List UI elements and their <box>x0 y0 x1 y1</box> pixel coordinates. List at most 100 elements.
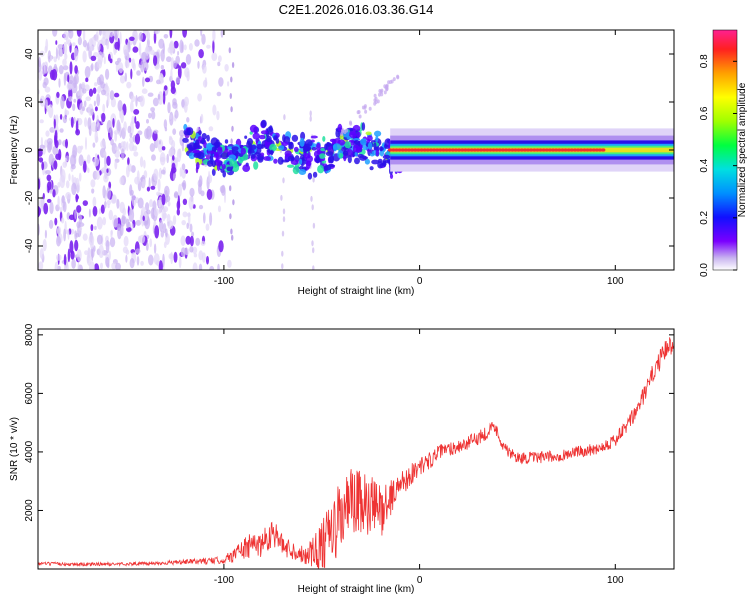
spectrogram-noise-blob <box>39 144 46 149</box>
spectrogram-band-blob <box>374 130 382 137</box>
spectrogram-noise-blob <box>191 231 195 238</box>
spectrogram-noise-blob <box>160 49 165 62</box>
spectrogram-noise-blob <box>100 81 105 89</box>
spectrogram-noise-blob <box>104 201 107 209</box>
spectrogram-noise-blob <box>88 125 92 137</box>
spectrogram-noise-blob <box>38 207 41 216</box>
spectrogram-band-blob <box>322 136 326 142</box>
spectrogram-noise-blob <box>108 181 112 189</box>
carrier-peak-mark <box>582 148 587 152</box>
spectrogram-noise-blob <box>220 30 224 38</box>
spectrogram-noise-blob <box>106 168 109 173</box>
spectrogram-band-blob <box>231 146 239 151</box>
carrier-peak-mark <box>488 148 493 152</box>
spectrogram-noise-blob <box>156 138 159 148</box>
spectrogram-noise-blob <box>136 70 141 76</box>
spectrogram-noise-blob <box>95 153 98 158</box>
spectrogram-band-blob <box>281 141 289 146</box>
spectrogram-noise-blob <box>167 220 174 230</box>
spectrogram-noise-blob <box>188 43 193 51</box>
spectrogram-band-blob <box>299 158 303 165</box>
spectrogram-noise-blob <box>84 250 89 256</box>
spectrogram-noise-blob <box>108 53 111 62</box>
spectrogram-noise-blob <box>127 157 130 166</box>
carrier-peak-mark <box>544 148 549 152</box>
spectrogram-noise-blob <box>130 95 136 103</box>
spectrogram-band-blob <box>248 149 255 154</box>
carrier-peak-mark <box>497 148 502 152</box>
carrier-peak-mark <box>463 148 468 152</box>
spectrogram-noise-blob <box>88 45 95 52</box>
spectrogram-noise-blob <box>163 119 168 130</box>
spectrogram-band-blob <box>360 138 367 145</box>
spectrogram-diagonal-blob <box>380 92 384 97</box>
spectrogram-noise-blob <box>130 68 133 80</box>
spectrogram-noise-blob <box>212 30 216 42</box>
carrier-peak-mark <box>572 148 578 152</box>
spectrogram-noise-blob <box>179 129 185 137</box>
spectrogram-noise-blob <box>185 54 192 65</box>
spectrogram-noise-blob <box>90 63 94 71</box>
spectrogram-noise-blob <box>87 167 90 174</box>
spectrogram-noise-blob <box>159 219 164 232</box>
carrier-peak-mark <box>391 148 396 152</box>
spectrogram-band-blob <box>352 144 360 153</box>
spectrogram-band-blob <box>216 162 221 172</box>
spectrogram-noise-blob <box>142 215 145 222</box>
spectrogram-noise-blob <box>149 49 155 56</box>
spectrogram-noise-blob <box>59 114 63 120</box>
spectrogram-noise-blob <box>126 141 129 151</box>
spectrogram-noise-blob <box>64 110 70 116</box>
spectrogram-diagonal-blob <box>357 110 361 114</box>
spectrogram-band-blob <box>342 150 349 156</box>
spectrogram-noise-blob <box>106 187 111 200</box>
spectrogram-noise-blob <box>69 61 73 75</box>
spectrogram-streak <box>231 234 234 241</box>
spectrogram-x-ticks: -100 0 100 <box>214 30 624 287</box>
spectrogram-band-blob <box>252 132 260 140</box>
spectrogram-noise-blob <box>71 259 76 269</box>
spectrogram-noise-blob <box>54 139 59 149</box>
spectrogram-streak <box>282 177 285 184</box>
spectrogram-noise-blob <box>88 208 91 218</box>
spectrogram-noise-blob <box>41 161 45 171</box>
spectrogram-noise-blob <box>178 148 182 158</box>
spectrogram-noise-blob <box>46 174 52 182</box>
spectrogram-noise-blob <box>119 75 126 84</box>
spectrogram-noise-blob <box>56 235 61 247</box>
spectrogram-noise-blob <box>76 205 82 213</box>
spectrogram-noise-blob <box>110 229 113 236</box>
spectrogram-streak <box>312 247 315 254</box>
spectrogram-noise-blob <box>39 248 44 260</box>
spectrogram-noise-blob <box>161 169 166 175</box>
spectrogram-noise-blob <box>120 109 124 124</box>
spectrogram-band-blob <box>287 164 295 168</box>
spectrogram-noise-blob <box>138 31 143 42</box>
spectrogram-noise-blob <box>38 261 44 270</box>
spectrogram-noise-blob <box>90 179 96 188</box>
spectrogram-noise-blob <box>87 42 90 51</box>
carrier-peak-mark <box>588 148 593 152</box>
carrier-peak-mark <box>422 148 427 152</box>
spectrogram-noise-blob <box>202 79 208 88</box>
spectrogram-band-blob <box>254 152 261 156</box>
spectrogram-diagonal-blob <box>363 105 367 110</box>
spectrogram-band-blob <box>380 147 384 151</box>
spectrogram-band-blob <box>217 146 223 151</box>
spectrogram-band-blob <box>228 154 236 161</box>
spectrogram-streak <box>282 294 284 300</box>
spectrogram-noise-blob <box>160 156 166 162</box>
spectrogram-noise-blob <box>85 136 87 150</box>
spectrogram-noise-blob <box>128 208 135 222</box>
spectrogram-noise-blob <box>212 104 217 116</box>
spectrogram-noise-blob <box>113 130 120 135</box>
spectrogram-noise-blob <box>90 224 94 232</box>
spectrogram-noise-blob <box>138 42 142 56</box>
spectrogram-noise-blob <box>77 90 81 97</box>
spectrogram-band-blob <box>319 153 326 159</box>
spectrogram-band-blob <box>233 160 238 168</box>
spectrogram-noise-blob <box>201 252 206 263</box>
spectrogram-noise-blob <box>156 79 161 85</box>
spectrogram-noise-blob <box>136 255 140 266</box>
spectrogram-noise-blob <box>71 182 77 196</box>
